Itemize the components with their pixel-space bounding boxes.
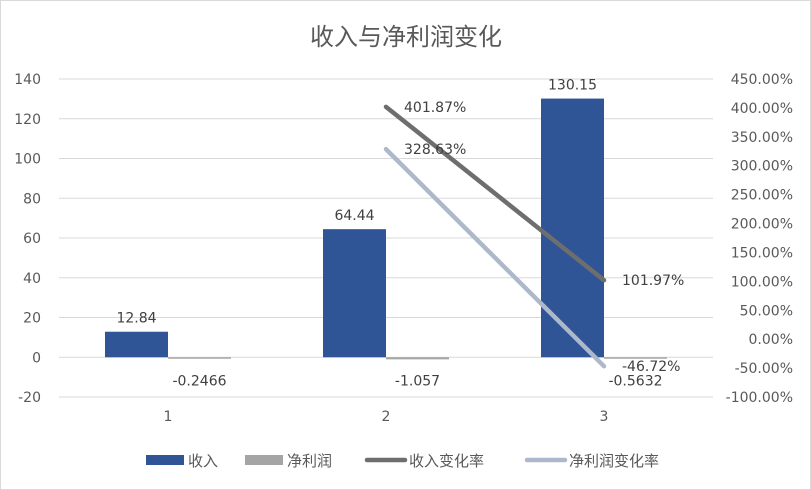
right-tick-label: 200.00%: [731, 217, 793, 233]
left-tick-label: -20: [18, 390, 41, 406]
legend-label-3: 收入变化率: [409, 452, 484, 470]
right-tick-label: 400.00%: [731, 101, 793, 117]
net-profit-bar: [604, 357, 667, 359]
net-profit-bar: [168, 357, 231, 359]
net-profit-bar-label: -1.057: [395, 373, 440, 389]
legend-label-4: 净利润变化率: [569, 452, 659, 470]
legend-swatch-1: [146, 455, 184, 465]
net-profit-bar-label: -0.2466: [172, 373, 226, 389]
left-tick-label: 80: [23, 191, 41, 207]
left-tick-label: 20: [23, 311, 41, 327]
chart-title: 收入与净利润变化: [310, 23, 502, 51]
right-tick-label: 50.00%: [740, 303, 793, 319]
line-series: [383, 104, 607, 369]
data-labels: 12.84 64.44 130.15 -0.2466 -1.057 -0.5632 401.…: [116, 78, 684, 390]
x-axis: 1 2 3: [164, 409, 609, 425]
revenue-bar: [541, 98, 604, 358]
left-tick-label: 120: [14, 112, 41, 128]
net-profit-change-label: 328.63%: [404, 142, 466, 158]
right-tick-label: 100.00%: [731, 274, 793, 290]
left-tick-label: 140: [14, 72, 41, 88]
right-tick-label: 450.00%: [731, 72, 793, 88]
right-axis: -100.00% -50.00% 0.00% 50.00% 100.00% 150.00%…: [726, 72, 793, 406]
right-tick-label: -50.00%: [735, 361, 793, 377]
revenue-bar-label: 130.15: [548, 78, 597, 94]
revenue-bar: [105, 331, 168, 358]
left-tick-label: 100: [14, 152, 41, 168]
net-profit-change-line: [383, 146, 607, 369]
left-tick-label: 60: [23, 231, 41, 247]
legend: 收入 净利润 收入变化率 净利润变化率: [146, 452, 659, 470]
right-tick-label: -100.00%: [726, 390, 793, 406]
right-tick-label: 250.00%: [731, 188, 793, 204]
x-tick-label: 1: [164, 409, 173, 425]
x-tick-label: 3: [600, 409, 609, 425]
right-tick-label: 350.00%: [731, 130, 793, 146]
revenue-bar: [323, 229, 386, 358]
left-axis: -20 0 20 40 60 80 100 120 140: [14, 72, 41, 406]
right-tick-label: 150.00%: [731, 245, 793, 261]
right-tick-label: 300.00%: [731, 159, 793, 175]
x-tick-label: 2: [382, 409, 391, 425]
bar-series: [105, 98, 667, 360]
net-profit-change-label: -46.72%: [622, 359, 680, 375]
left-tick-label: 0: [32, 350, 41, 366]
revenue-bar-label: 12.84: [116, 311, 156, 327]
net-profit-bar-label: -0.5632: [608, 373, 662, 389]
revenue-change-label: 101.97%: [622, 273, 684, 289]
legend-label-2: 净利润: [287, 452, 332, 470]
right-tick-label: 0.00%: [749, 332, 793, 348]
revenue-change-line: [383, 104, 607, 283]
revenue-change-label: 401.87%: [404, 100, 466, 116]
net-profit-bar: [386, 357, 449, 360]
left-tick-label: 40: [23, 271, 41, 287]
revenue-bar-label: 64.44: [334, 208, 374, 224]
legend-swatch-2: [245, 455, 283, 465]
legend-label-1: 收入: [188, 452, 218, 470]
